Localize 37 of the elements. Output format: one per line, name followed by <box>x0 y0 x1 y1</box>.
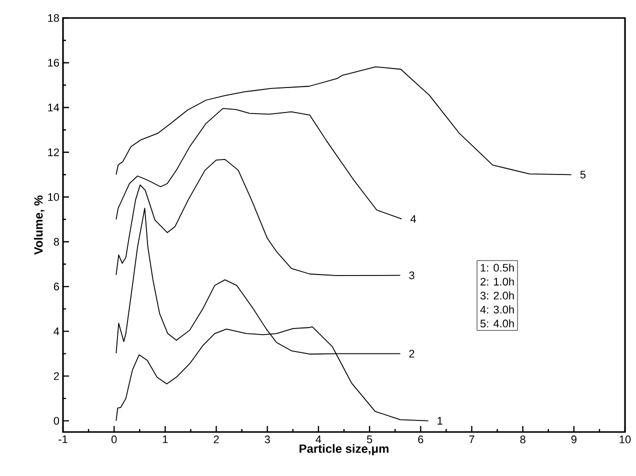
series-label: 5 <box>580 170 586 178</box>
y-tick-label: 6 <box>54 282 59 290</box>
line-series <box>116 108 402 220</box>
x-tick-label: 8 <box>520 436 526 444</box>
x-tick-label: 4 <box>316 436 322 444</box>
annotation: 5: 4.0h <box>480 319 514 328</box>
y-tick-label: 10 <box>48 193 60 201</box>
line-series <box>116 158 401 276</box>
x-tick-label: 2 <box>214 436 219 444</box>
x-tick-label: 10 <box>620 436 631 444</box>
y-tick-label: 0 <box>54 416 60 425</box>
y-tick-label: 16 <box>48 58 59 67</box>
x-tick-label: -1 <box>58 436 68 444</box>
y-tick-label: 8 <box>54 238 59 246</box>
y-tick-label: 14 <box>48 104 60 112</box>
annotation: 4: 3.0h <box>480 305 514 314</box>
x-axis-title: Particle size,μm <box>300 444 388 456</box>
y-tick-label: 12 <box>48 148 59 156</box>
series-label: 3 <box>409 271 414 280</box>
x-tick-label: 0 <box>111 436 117 444</box>
annotation: 3: 2.0h <box>480 291 514 300</box>
series-label: 4 <box>410 215 416 223</box>
y-tick-label: 2 <box>54 372 59 380</box>
x-tick-label: 6 <box>418 436 424 444</box>
x-tick-label: 9 <box>571 436 576 444</box>
x-tick-label: 7 <box>469 436 474 444</box>
y-tick-label: 18 <box>48 14 59 22</box>
x-tick-label: 3 <box>264 436 270 444</box>
x-tick-label: 5 <box>366 436 372 444</box>
y-tick-label: 4 <box>54 328 60 336</box>
series-label: 2 <box>409 350 414 358</box>
y-axis-title: Volume, % <box>34 196 44 255</box>
annotation: 2: 1.0h <box>480 278 514 286</box>
annotation: 1: 0.5h <box>480 264 514 272</box>
series-label: 1 <box>438 417 442 425</box>
line-series <box>116 66 572 176</box>
x-tick-label: 1 <box>162 436 168 444</box>
